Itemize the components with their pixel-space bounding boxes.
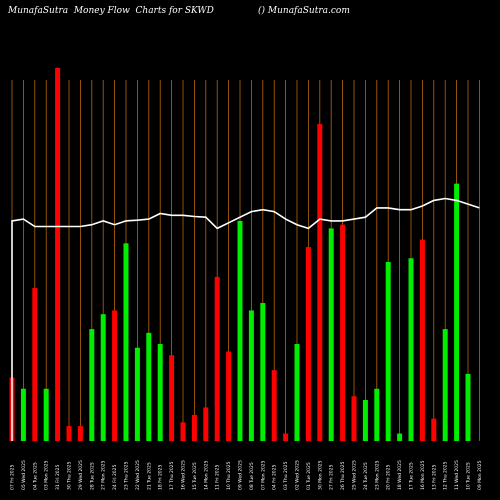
money-flow-bar bbox=[431, 418, 437, 441]
x-tick-label: 17 Thu 2025 bbox=[169, 461, 175, 490]
money-flow-bar bbox=[20, 388, 26, 441]
money-flow-bar bbox=[134, 347, 140, 441]
money-flow-bar bbox=[283, 433, 289, 441]
x-tick-label: 29 Wed 2025 bbox=[78, 460, 84, 490]
x-tick-layer: 07 Fri 2025 05 Wed 2025 04 Tue 2025 03 Mon … bbox=[10, 460, 483, 490]
x-tick-label: 12 Thu 2025 bbox=[443, 461, 449, 490]
x-tick-label: 23 Mon 2025 bbox=[374, 460, 380, 490]
x-tick-label: 07 Fri 2025 bbox=[10, 464, 16, 490]
x-tick-label: 24 Fri 2025 bbox=[112, 464, 118, 490]
money-flow-bar bbox=[271, 370, 277, 441]
x-tick-label: 10 Thu 2025 bbox=[226, 461, 232, 490]
x-tick-label: 15 Tue 2025 bbox=[192, 462, 198, 490]
x-tick-label: 09 Wed 2025 bbox=[238, 460, 244, 490]
x-tick-label: 22 Wed 2025 bbox=[135, 460, 141, 490]
x-tick-label: 27 Mon 2025 bbox=[101, 460, 107, 490]
money-flow-bar bbox=[100, 314, 106, 441]
money-flow-bar bbox=[66, 426, 72, 441]
money-flow-bar bbox=[203, 407, 209, 441]
x-tick-label: 24 Tue 2025 bbox=[363, 462, 369, 490]
x-tick-label: 05 Wed 2025 bbox=[21, 460, 27, 490]
x-tick-label: 09 Mon 2025 bbox=[477, 460, 483, 490]
money-flow-bar bbox=[157, 344, 163, 441]
x-tick-label: 07 Mon 2025 bbox=[260, 460, 266, 490]
money-flow-bar bbox=[123, 243, 129, 441]
money-flow-bar bbox=[77, 426, 83, 441]
x-tick-label: 16 Mon 2025 bbox=[420, 460, 426, 490]
money-flow-bar bbox=[397, 433, 403, 441]
x-tick-label: 13 Fri 2025 bbox=[431, 464, 437, 490]
money-flow-bar bbox=[169, 355, 175, 441]
x-tick-label: 20 Fri 2025 bbox=[386, 464, 392, 490]
money-flow-bar bbox=[294, 344, 300, 441]
x-tick-label: 14 Mon 2025 bbox=[203, 460, 209, 490]
x-tick-label: 30 Thu 2025 bbox=[67, 461, 73, 490]
x-tick-label: 30 Mon 2025 bbox=[317, 460, 323, 490]
money-flow-bar bbox=[226, 351, 232, 441]
site-label: () MunafaSutra.com bbox=[258, 6, 350, 16]
x-tick-label: 25 Wed 2025 bbox=[352, 460, 358, 490]
money-flow-bar bbox=[351, 396, 357, 441]
x-tick-label: 03 Thu 2025 bbox=[283, 461, 289, 490]
money-flow-bar bbox=[89, 329, 95, 441]
money-flow-bar bbox=[248, 310, 254, 441]
x-tick-label: 28 Tue 2025 bbox=[89, 462, 95, 490]
money-flow-bar bbox=[305, 247, 311, 441]
x-tick-label: 04 Fri 2025 bbox=[272, 464, 278, 490]
money-flow-bar bbox=[385, 261, 391, 441]
x-tick-label: 18 Fri 2025 bbox=[158, 464, 164, 490]
money-flow-bar bbox=[362, 399, 368, 441]
x-tick-label: 21 Tue 2025 bbox=[146, 462, 152, 490]
money-flow-bar bbox=[237, 220, 243, 441]
money-flow-bar bbox=[260, 302, 266, 441]
x-tick-label: 16 Wed 2025 bbox=[181, 460, 187, 490]
money-flow-bar bbox=[55, 68, 61, 441]
money-flow-bar bbox=[43, 388, 49, 441]
money-flow-bar bbox=[191, 414, 197, 441]
x-tick-label: 01 Tue 2025 bbox=[306, 462, 312, 490]
x-tick-label: 02 Wed 2025 bbox=[295, 460, 301, 490]
money-flow-bar bbox=[442, 329, 448, 441]
money-flow-bar bbox=[454, 183, 460, 441]
x-tick-label: 11 Wed 2025 bbox=[454, 460, 460, 490]
money-flow-bar bbox=[317, 123, 323, 441]
x-tick-label: 11 Fri 2025 bbox=[215, 464, 221, 490]
x-tick-label: 18 Wed 2025 bbox=[397, 460, 403, 490]
x-tick-label: 27 Fri 2025 bbox=[329, 464, 335, 490]
x-tick-label: 31 Fri 2025 bbox=[55, 464, 61, 490]
x-tick-label: 04 Tue 2025 bbox=[32, 462, 38, 490]
chart-title: MunafaSutra Money Flow Charts for SKWD bbox=[8, 6, 214, 16]
money-flow-bar bbox=[465, 373, 471, 441]
x-tick-label: 03 Mon 2025 bbox=[44, 460, 50, 490]
money-flow-line bbox=[11, 197, 480, 441]
money-flow-bar bbox=[340, 224, 346, 441]
money-flow-bar bbox=[214, 276, 220, 441]
x-tick-label: 08 Tue 2025 bbox=[249, 462, 255, 490]
money-flow-bar bbox=[180, 422, 186, 441]
x-tick-label: 23 Thu 2025 bbox=[124, 461, 130, 490]
money-flow-bar bbox=[146, 332, 152, 441]
money-flow-bar bbox=[112, 310, 118, 441]
x-tick-label: 17 Tue 2025 bbox=[409, 462, 415, 490]
money-flow-bar bbox=[32, 288, 38, 441]
bar-layer bbox=[9, 68, 471, 441]
x-tick-label: 10 Tue 2025 bbox=[466, 462, 472, 490]
money-flow-bar bbox=[408, 258, 414, 441]
money-flow-bar bbox=[419, 239, 425, 441]
money-flow-bar bbox=[374, 388, 380, 441]
money-flow-bar bbox=[328, 228, 334, 441]
x-tick-label: 26 Thu 2025 bbox=[340, 461, 346, 490]
